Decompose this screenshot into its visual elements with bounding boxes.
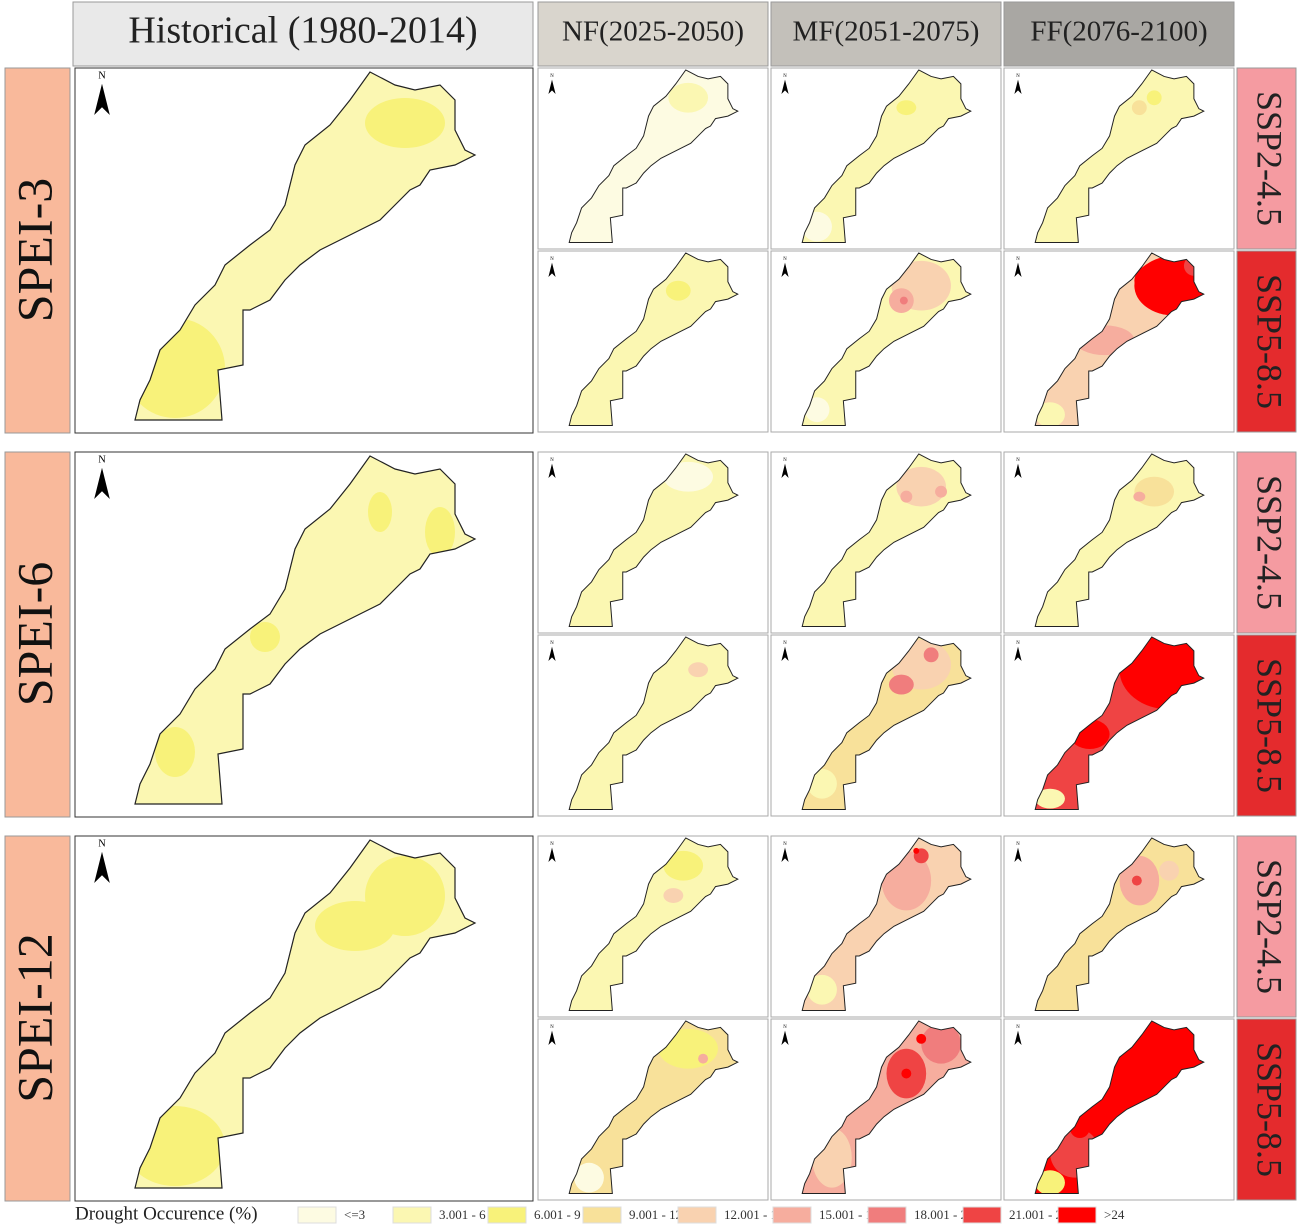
zone [698,1054,708,1064]
scenario-label: SSP2-4.5 [1250,475,1290,610]
north-label: N [783,257,787,262]
legend-title: Drought Occurence (%) [75,1203,258,1224]
zone [368,492,392,532]
page: {"headers": {"historical": "Historical (… [0,0,1301,1231]
zone [250,622,280,652]
north-label: N [550,458,554,463]
legend-swatch [488,1207,526,1223]
zone [666,281,691,301]
legend-label: <=3 [344,1207,365,1222]
legend-swatch [678,1207,716,1223]
scenario-label: SSP2-4.5 [1250,91,1290,226]
north-label: N [783,1025,787,1030]
zones [688,662,708,677]
zone [901,1069,911,1079]
north-label: N [98,70,106,81]
row-label: SPEI-12 [6,933,62,1102]
zone [365,856,445,936]
legend-label: 3.001 - 6 [439,1207,486,1222]
zone [1159,861,1179,881]
north-label: N [550,74,554,79]
scenario-label: SSP5-8.5 [1250,274,1290,409]
scenario-label: SSP2-4.5 [1250,859,1290,994]
north-label: N [1016,458,1020,463]
north-label: N [1016,1025,1020,1030]
zone [668,83,708,113]
zone [1133,492,1145,502]
zones [668,83,708,113]
north-label: N [1016,74,1020,79]
zone [1147,90,1162,105]
north-label: N [550,257,554,262]
zone [663,888,683,903]
legend-swatch [868,1207,906,1223]
legend-swatch [773,1207,811,1223]
north-label: N [1016,641,1020,646]
zone [900,297,908,305]
north-label: N [783,641,787,646]
legend-swatch [963,1207,1001,1223]
legend-swatch [1058,1207,1096,1223]
north-label: N [1016,842,1020,847]
header-period: MF(2051-2075) [793,16,980,48]
zone [896,100,916,115]
header-period: NF(2025-2050) [562,16,744,48]
legend-label: 9.001 - 12 [629,1207,682,1222]
row-label: SPEI-3 [6,178,62,322]
header-historical: Historical (1980-2014) [128,10,477,52]
north-label: N [1016,257,1020,262]
north-label: N [98,454,106,465]
zone [916,1034,926,1044]
legend-label: >24 [1104,1207,1125,1222]
north-label: N [783,458,787,463]
figure: Historical (1980-2014) NF(2025-2050) MF(20… [0,0,1301,1231]
zone [889,675,914,695]
zone [900,491,912,503]
header-period: FF(2076-2100) [1030,16,1207,48]
north-label: N [98,838,106,849]
zone [688,662,708,677]
legend-swatch [583,1207,621,1223]
scenario-label: SSP5-8.5 [1250,658,1290,793]
legend-label: 6.001 - 9 [534,1207,581,1222]
row-label: SPEI-6 [6,562,62,706]
zone [1132,876,1142,886]
north-label: N [550,842,554,847]
zone [365,98,445,148]
zone [935,486,947,498]
north-label: N [783,842,787,847]
zone [155,727,195,777]
zones [666,281,691,301]
zone [1134,477,1174,507]
north-label: N [783,74,787,79]
legend-swatch [298,1207,336,1223]
zone [924,647,939,662]
north-label: N [550,641,554,646]
legend-swatch [393,1207,431,1223]
zone [913,848,919,854]
zone [1132,100,1147,115]
scenario-label: SSP5-8.5 [1250,1042,1290,1177]
north-label: N [550,1025,554,1030]
